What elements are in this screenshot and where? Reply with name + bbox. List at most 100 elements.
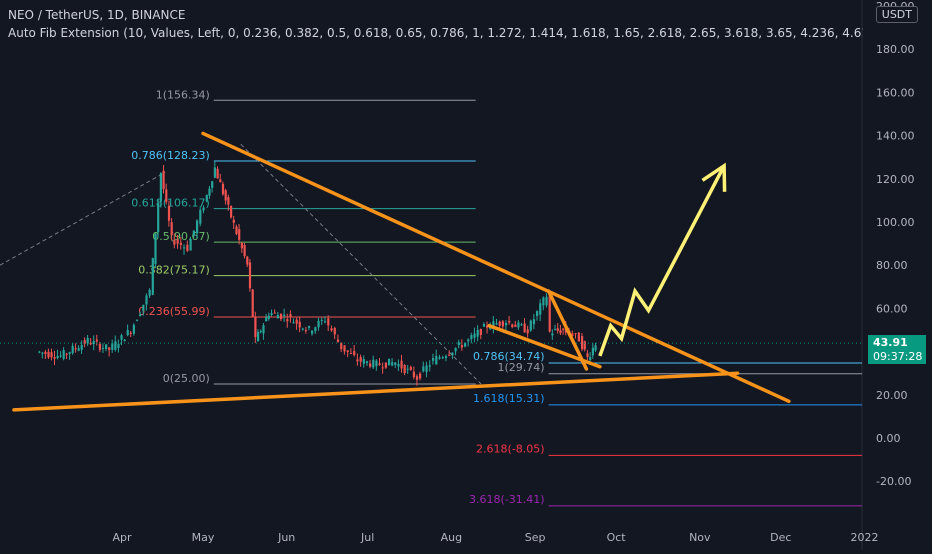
candle-body	[413, 372, 415, 377]
candle-body	[575, 333, 577, 334]
candle-body	[353, 351, 355, 355]
candle-body	[397, 364, 399, 366]
candle-body	[196, 221, 198, 234]
candle-body	[445, 356, 447, 358]
candle-body	[90, 343, 92, 344]
candle-body	[180, 243, 182, 245]
candle-body	[208, 189, 210, 196]
candle-body	[81, 345, 83, 350]
candle-body	[63, 350, 65, 359]
candle-body	[517, 322, 519, 327]
candle-body	[87, 338, 89, 343]
candle-body	[327, 318, 329, 325]
candle-body	[117, 344, 119, 348]
candle-body	[257, 332, 259, 341]
candle-body	[551, 333, 553, 335]
candle-body	[105, 344, 107, 349]
candle-body	[589, 357, 591, 360]
candle-body	[133, 325, 135, 334]
y-tick-label: -20.00	[876, 475, 911, 488]
candle-body	[416, 376, 418, 379]
y-tick-label: 0.00	[876, 432, 901, 445]
candle-body	[249, 262, 251, 288]
candle-body	[451, 353, 453, 356]
indicator-legend[interactable]: Auto Fib Extension (10, Values, Left, 0,…	[8, 26, 863, 40]
candle-body	[139, 314, 141, 316]
candle-body	[559, 330, 561, 333]
candle-body	[385, 363, 387, 368]
candle-body	[41, 353, 43, 354]
candle-body	[108, 347, 110, 349]
fib-level-label: 0.618(106.17)	[131, 197, 210, 210]
candle-body	[222, 184, 224, 194]
x-tick-label: Jun	[277, 531, 295, 544]
fib-level-label: 1(156.34)	[156, 88, 210, 101]
candle-body	[592, 348, 594, 356]
candle-body	[149, 290, 151, 296]
candle-body	[211, 181, 213, 188]
candle-body	[350, 353, 352, 354]
candle-body	[554, 329, 556, 330]
candle-body	[69, 352, 71, 354]
candle-body	[343, 345, 345, 351]
fib-level-label: 0.236(55.99)	[138, 305, 210, 318]
candle-body	[93, 341, 95, 344]
x-tick-label: Jul	[360, 531, 374, 544]
fib-level-label: 0.786(128.23)	[131, 149, 210, 162]
candle-body	[271, 313, 273, 315]
candle-body	[473, 334, 475, 338]
y-tick-label: 20.00	[876, 389, 908, 402]
candle-body	[442, 357, 444, 358]
candle-body	[75, 348, 77, 349]
candle-body	[206, 195, 208, 201]
candle-body	[584, 341, 586, 349]
candle-body	[379, 363, 381, 365]
candle-body	[214, 168, 216, 178]
candle-body	[586, 353, 588, 357]
candle-body	[302, 328, 304, 329]
fib-level-label: 0(25.00)	[163, 372, 210, 385]
candle-body	[407, 369, 409, 370]
candle-body	[455, 348, 457, 351]
candle-body	[324, 321, 326, 322]
candle-body	[183, 247, 185, 248]
y-tick-label: 160.00	[876, 86, 915, 99]
currency-button[interactable]: USDT	[876, 6, 918, 23]
candle-body	[496, 323, 498, 324]
candle-body	[296, 320, 298, 324]
fib-extension-label: 3.618(-31.41)	[469, 493, 545, 506]
candle-body	[130, 333, 132, 334]
y-tick-label: 60.00	[876, 302, 908, 315]
candle-body	[233, 220, 235, 223]
candle-body	[372, 360, 374, 368]
candle-body	[536, 311, 538, 316]
candle-body	[238, 229, 240, 240]
x-tick-label: May	[192, 531, 215, 544]
candle-body	[595, 345, 597, 350]
candle-body	[391, 362, 393, 365]
candle-body	[186, 245, 188, 251]
candle-body	[369, 363, 371, 366]
candle-body	[461, 345, 463, 347]
fib-extension-label: 2.618(-8.05)	[476, 442, 545, 455]
candle-body	[394, 363, 396, 365]
candle-body	[78, 348, 80, 350]
candle-body	[286, 319, 288, 321]
candle-body	[124, 340, 126, 342]
candle-body	[448, 355, 450, 356]
candle-body	[505, 323, 507, 325]
candle-body	[163, 171, 165, 189]
candle-body	[47, 352, 49, 358]
candle-body	[277, 315, 279, 318]
candle-body	[190, 239, 192, 250]
candle-body	[480, 329, 482, 335]
candle-body	[274, 313, 276, 314]
candle-body	[404, 365, 406, 373]
candle-body	[429, 365, 431, 366]
candle-body	[136, 320, 138, 321]
candle-body	[299, 322, 301, 328]
candle-body	[337, 339, 339, 342]
candle-body	[435, 356, 437, 364]
